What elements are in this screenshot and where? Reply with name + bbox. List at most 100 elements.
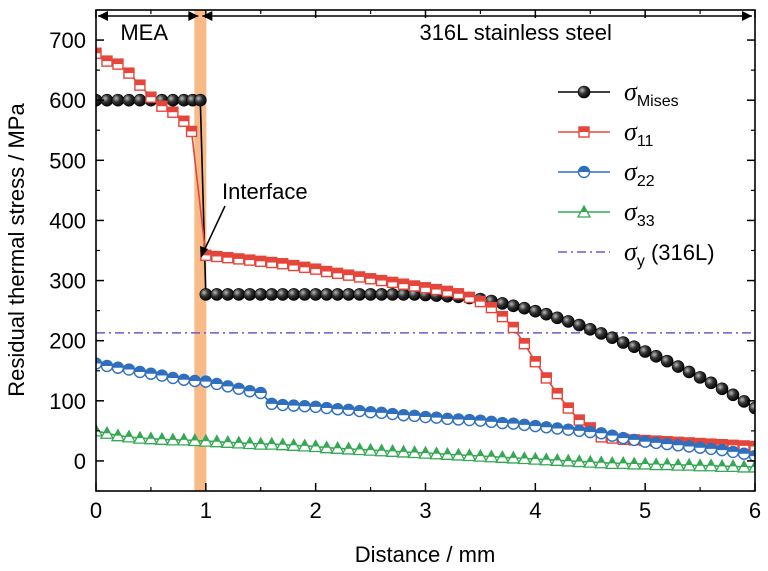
data-point xyxy=(253,436,268,450)
data-point xyxy=(408,280,421,292)
data-point xyxy=(518,418,531,432)
data-point xyxy=(528,451,543,465)
legend-label: σ33 xyxy=(624,197,655,230)
data-point xyxy=(606,429,619,442)
data-point xyxy=(386,288,399,301)
data-point xyxy=(529,304,542,318)
data-point xyxy=(286,437,301,451)
legend-label: σ22 xyxy=(624,157,655,190)
data-point xyxy=(407,445,422,459)
data-point xyxy=(111,361,125,374)
region-label: MEA xyxy=(120,20,168,45)
data-point xyxy=(649,436,663,450)
data-point xyxy=(353,404,366,418)
data-point xyxy=(309,288,322,301)
data-point xyxy=(529,356,542,368)
data-point xyxy=(693,371,707,384)
data-point xyxy=(561,315,575,328)
data-point xyxy=(496,297,509,310)
data-point xyxy=(638,456,653,470)
data-point xyxy=(715,382,729,396)
legend-entry: σMises xyxy=(558,77,679,110)
data-point xyxy=(463,291,476,304)
data-point xyxy=(221,288,235,301)
data-point xyxy=(473,448,488,462)
legend-label: σMises xyxy=(624,77,679,110)
interface-annotation: Interface xyxy=(200,179,308,258)
legend-entry: σy (316L) xyxy=(558,237,715,270)
data-point xyxy=(111,93,125,107)
data-point xyxy=(331,288,344,301)
data-point xyxy=(474,414,487,427)
data-point xyxy=(264,436,279,450)
data-point xyxy=(595,427,608,440)
data-point xyxy=(660,354,674,368)
data-point xyxy=(562,423,575,436)
data-point xyxy=(297,438,312,452)
data-point xyxy=(194,93,207,107)
data-point xyxy=(726,445,740,459)
data-point xyxy=(342,288,355,301)
data-point xyxy=(726,388,740,402)
legend-label: σ11 xyxy=(624,117,654,150)
data-point xyxy=(265,288,279,301)
data-point xyxy=(199,375,213,388)
data-point xyxy=(364,273,377,285)
data-point xyxy=(122,363,136,376)
data-point xyxy=(441,285,454,298)
data-point xyxy=(232,288,246,301)
data-point xyxy=(243,384,256,398)
data-point xyxy=(714,458,730,472)
data-point xyxy=(165,432,180,446)
data-point xyxy=(540,421,553,434)
data-point xyxy=(462,448,477,462)
data-point xyxy=(397,288,410,301)
data-point xyxy=(703,458,719,472)
data-point xyxy=(101,55,113,67)
data-point xyxy=(419,282,432,294)
data-point xyxy=(110,428,126,442)
data-point xyxy=(594,455,609,469)
region-mea: MEA xyxy=(98,11,199,45)
data-point xyxy=(96,47,102,59)
data-point xyxy=(288,259,300,272)
data-point xyxy=(374,443,389,457)
x-tick-label: 5 xyxy=(639,498,651,523)
interface-label: Interface xyxy=(222,179,308,204)
data-point xyxy=(330,440,345,454)
data-point xyxy=(660,457,675,471)
data-point xyxy=(320,288,333,301)
data-point xyxy=(484,449,499,463)
data-point xyxy=(562,402,574,414)
data-point xyxy=(298,288,311,301)
data-point xyxy=(441,412,454,426)
data-point xyxy=(551,422,564,435)
data-point xyxy=(682,440,696,453)
data-point xyxy=(551,387,563,400)
region-arrow-head xyxy=(98,11,108,21)
data-point xyxy=(749,440,755,453)
data-point xyxy=(375,274,388,287)
y-axis-label: Residual thermal stress / MPa xyxy=(4,103,29,397)
data-point xyxy=(199,288,213,301)
data-point xyxy=(671,439,685,452)
data-point xyxy=(320,265,333,278)
data-point xyxy=(233,253,245,265)
data-point xyxy=(244,254,256,266)
interface-arrow-head xyxy=(200,246,208,258)
data-point xyxy=(507,417,520,430)
y-tick-label: 200 xyxy=(49,329,86,354)
series-22 xyxy=(96,357,755,463)
data-point xyxy=(386,407,399,421)
data-point xyxy=(266,256,278,269)
data-point xyxy=(507,321,520,334)
data-point xyxy=(353,271,366,283)
data-point xyxy=(342,269,355,281)
data-point xyxy=(177,373,191,386)
data-point xyxy=(408,409,421,423)
region-annotations: MEA 316L stainless steel xyxy=(98,11,752,45)
data-point xyxy=(540,307,553,321)
data-point xyxy=(298,400,311,413)
data-point xyxy=(693,441,707,454)
data-point xyxy=(144,367,158,380)
